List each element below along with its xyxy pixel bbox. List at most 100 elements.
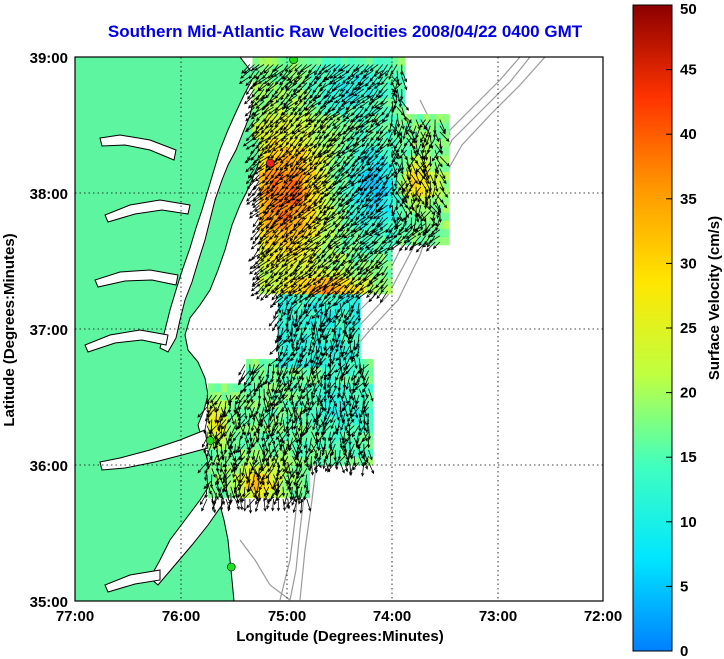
velocity-cell <box>334 407 342 417</box>
colorbar-tick-label: 35 <box>680 191 697 208</box>
velocity-arrow <box>250 113 260 120</box>
velocity-arrow <box>215 474 222 486</box>
velocity-cell <box>353 326 361 336</box>
velocity-arrow <box>255 119 265 130</box>
velocity-arrow <box>301 143 312 152</box>
velocity-cell <box>328 187 336 197</box>
velocity-arrow <box>271 425 279 437</box>
velocity-arrow <box>387 131 393 143</box>
velocity-arrow <box>373 113 384 123</box>
velocity-arrow <box>379 223 388 231</box>
velocity-arrow <box>255 480 260 495</box>
velocity-cell <box>360 261 368 270</box>
velocity-cell <box>347 130 355 140</box>
velocity-arrow <box>315 407 320 421</box>
velocity-arrow <box>211 498 216 514</box>
velocity-arrow <box>311 382 317 396</box>
velocity-arrow <box>290 327 294 343</box>
velocity-arrow <box>293 253 303 261</box>
velocity-arrow <box>339 303 344 318</box>
velocity-arrow <box>402 125 407 140</box>
velocity-arrow <box>381 266 388 277</box>
velocity-arrows <box>197 64 450 514</box>
velocity-cell <box>385 146 393 156</box>
velocity-arrow <box>271 382 275 393</box>
velocity-arrow <box>233 443 237 455</box>
velocity-cell <box>423 220 431 229</box>
velocity-cell <box>372 236 380 246</box>
velocity-arrow <box>301 211 312 220</box>
velocity-cell <box>379 179 387 189</box>
velocity-arrow <box>277 462 281 474</box>
velocity-arrow <box>281 149 293 158</box>
velocity-arrow <box>303 486 308 501</box>
velocity-arrow <box>292 358 298 372</box>
velocity-arrow <box>398 149 407 159</box>
velocity-arrow <box>264 113 274 125</box>
velocity-arrow <box>285 229 293 238</box>
velocity-cell <box>385 122 393 132</box>
velocity-cell <box>284 73 292 83</box>
velocity-cell <box>322 203 330 213</box>
velocity-arrow <box>341 431 346 445</box>
velocity-arrow <box>375 64 384 75</box>
velocity-arrow <box>341 229 350 238</box>
velocity-cell <box>315 212 323 221</box>
velocity-arrow <box>329 235 341 243</box>
velocity-cell <box>366 456 374 466</box>
velocity-arrow <box>365 419 369 434</box>
velocity-arrow <box>274 82 284 95</box>
velocity-arrow <box>287 302 298 313</box>
velocity-arrow <box>308 192 317 203</box>
velocity-cell <box>277 261 285 270</box>
velocity-arrow <box>273 456 280 469</box>
velocity-cell <box>252 375 260 384</box>
velocity-arrow <box>282 333 293 344</box>
velocity-arrow <box>343 180 355 189</box>
velocity-arrow <box>332 290 341 298</box>
velocity-arrow <box>296 192 308 202</box>
velocity-arrow <box>293 296 303 304</box>
velocity-cell <box>277 130 285 140</box>
velocity-arrow <box>289 107 298 116</box>
velocity-arrow <box>272 296 284 306</box>
velocity-arrow <box>408 180 417 193</box>
velocity-arrow <box>324 94 331 105</box>
velocity-cell <box>252 114 260 123</box>
velocity-arrow <box>211 468 216 479</box>
velocity-arrow <box>341 94 350 103</box>
velocity-arrow <box>391 143 400 157</box>
velocity-cell <box>423 122 431 132</box>
colorbar-label: Surface Velocity (cm/s) <box>706 216 723 380</box>
velocity-arrow <box>271 364 276 376</box>
velocity-arrow <box>323 278 336 288</box>
velocity-arrow <box>301 241 312 252</box>
velocity-arrow <box>334 296 346 306</box>
velocity-cell <box>322 65 330 74</box>
velocity-cell <box>265 81 273 91</box>
velocity-arrow <box>309 376 317 389</box>
velocity-cell <box>303 212 311 221</box>
velocity-arrow <box>380 272 388 284</box>
velocity-arrow <box>315 358 322 370</box>
velocity-cell <box>322 138 330 148</box>
velocity-cell <box>258 212 266 221</box>
velocity-arrow <box>237 486 241 499</box>
velocity-arrow <box>357 180 365 191</box>
velocity-cell <box>284 163 292 172</box>
velocity-cell <box>265 138 273 148</box>
velocity-cell <box>442 163 450 172</box>
velocity-cell <box>360 57 368 66</box>
velocity-cell <box>227 456 234 466</box>
velocity-cell <box>271 114 279 123</box>
velocity-arrow <box>375 278 384 289</box>
velocity-arrow <box>301 76 312 85</box>
velocity-cell <box>296 367 304 376</box>
velocity-arrow <box>204 413 213 422</box>
velocity-cell <box>391 146 399 156</box>
velocity-arrow <box>386 107 393 119</box>
velocity-cell <box>265 399 273 409</box>
velocity-arrow <box>305 113 312 123</box>
velocity-cell <box>315 171 323 180</box>
velocity-arrow <box>307 315 312 326</box>
